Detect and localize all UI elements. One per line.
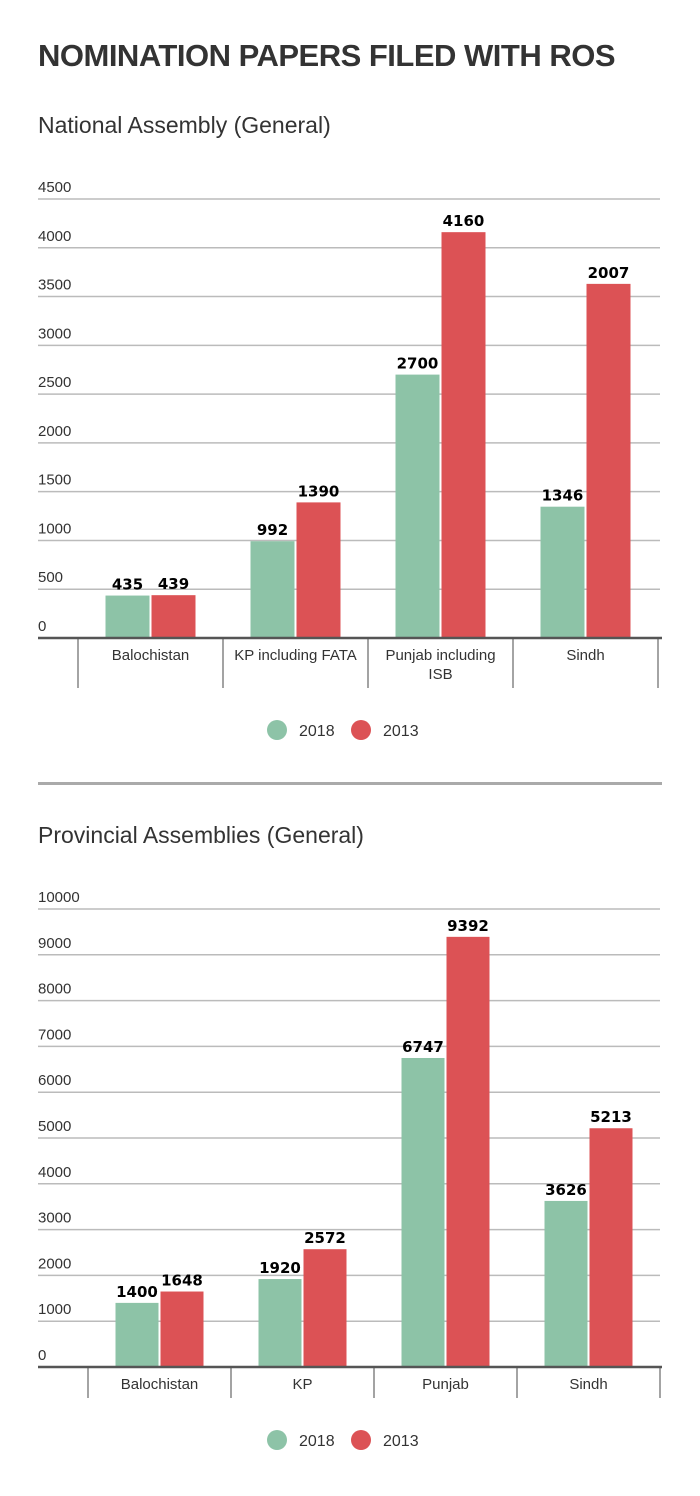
chart-title-provincial: Provincial Assemblies (General)	[38, 822, 364, 848]
bar-2013	[303, 1249, 347, 1367]
data-label-2018: 2700	[397, 355, 439, 373]
y-tick-label: 9000	[38, 935, 71, 952]
y-tick-label: 1000	[38, 520, 71, 537]
data-label-2018: 3626	[545, 1181, 587, 1199]
data-label-2013: 2572	[304, 1229, 346, 1247]
category-label: ISB	[428, 666, 452, 683]
legend-label: 2018	[299, 723, 335, 740]
y-tick-label: 7000	[38, 1026, 71, 1043]
data-label-2013: 1390	[298, 482, 340, 500]
y-tick-label: 3000	[38, 325, 71, 342]
y-tick-label: 0	[38, 1347, 46, 1364]
data-label-2013: 1648	[161, 1272, 203, 1290]
legend-swatch-2013	[351, 1430, 371, 1450]
legend-label: 2013	[383, 723, 419, 740]
y-tick-label: 2000	[38, 423, 71, 440]
category-label: Balochistan	[121, 1376, 199, 1393]
category-label: Punjab including	[385, 647, 495, 664]
category-label: Balochistan	[112, 647, 190, 664]
data-label-2013: 5213	[590, 1108, 632, 1126]
data-label-2018: 6747	[402, 1038, 444, 1056]
y-tick-label: 8000	[38, 981, 71, 998]
y-tick-label: 5000	[38, 1118, 71, 1135]
data-label-2018: 435	[112, 576, 143, 594]
data-label-2018: 1400	[116, 1283, 158, 1301]
category-label: Punjab	[422, 1376, 469, 1393]
category-label: KP including FATA	[234, 647, 357, 664]
y-tick-label: 3500	[38, 277, 71, 294]
data-label-2018: 1920	[259, 1259, 301, 1277]
bar-2013	[160, 1291, 204, 1367]
bar-2018	[258, 1279, 302, 1367]
legend-label: 2013	[383, 1433, 419, 1450]
data-label-2013: 2007	[588, 264, 630, 282]
y-tick-label: 4500	[38, 179, 71, 196]
divider	[38, 782, 662, 785]
legend-swatch-2013	[351, 720, 371, 740]
y-tick-label: 2000	[38, 1255, 71, 1272]
bar-2018	[540, 506, 585, 638]
data-label-2013: 9392	[447, 917, 489, 935]
data-label-2013: 4160	[443, 212, 485, 230]
legend-swatch-2018	[267, 720, 287, 740]
category-label: KP	[292, 1376, 312, 1393]
legend-swatch-2018	[267, 1430, 287, 1450]
data-label-2018: 992	[257, 521, 288, 539]
y-tick-label: 500	[38, 569, 63, 586]
bar-2013	[151, 595, 196, 638]
bar-2018	[544, 1200, 588, 1367]
bar-2013	[441, 232, 486, 638]
bar-2013	[586, 283, 631, 638]
y-tick-label: 4000	[38, 228, 71, 245]
bar-2013	[446, 936, 490, 1367]
y-tick-label: 6000	[38, 1072, 71, 1089]
y-tick-label: 1000	[38, 1301, 71, 1318]
bar-2013	[589, 1128, 633, 1367]
y-tick-label: 1500	[38, 472, 71, 489]
bar-2013	[296, 502, 341, 638]
national-assembly-chart: 0 500 1000 1500 2000 2500 3000 3500 4000 4500 435 4…	[38, 179, 662, 740]
bar-2018	[115, 1302, 159, 1367]
category-label: Sindh	[569, 1376, 607, 1393]
bar-2018	[401, 1057, 445, 1367]
y-tick-label: 2500	[38, 374, 71, 391]
bar-2018	[395, 374, 440, 638]
y-tick-label: 3000	[38, 1210, 71, 1227]
data-label-2018: 1346	[542, 487, 584, 505]
bar-2018	[105, 595, 150, 638]
data-label-2013: 439	[158, 575, 189, 593]
y-tick-label: 10000	[38, 889, 80, 906]
page-title: NOMINATION PAPERS FILED WITH ROS	[38, 38, 616, 73]
y-tick-label: 4000	[38, 1164, 71, 1181]
legend-label: 2018	[299, 1433, 335, 1450]
bar-2018	[250, 541, 295, 638]
chart-title-national: National Assembly (General)	[38, 112, 331, 138]
y-tick-label: 0	[38, 618, 46, 635]
category-label: Sindh	[566, 647, 604, 664]
